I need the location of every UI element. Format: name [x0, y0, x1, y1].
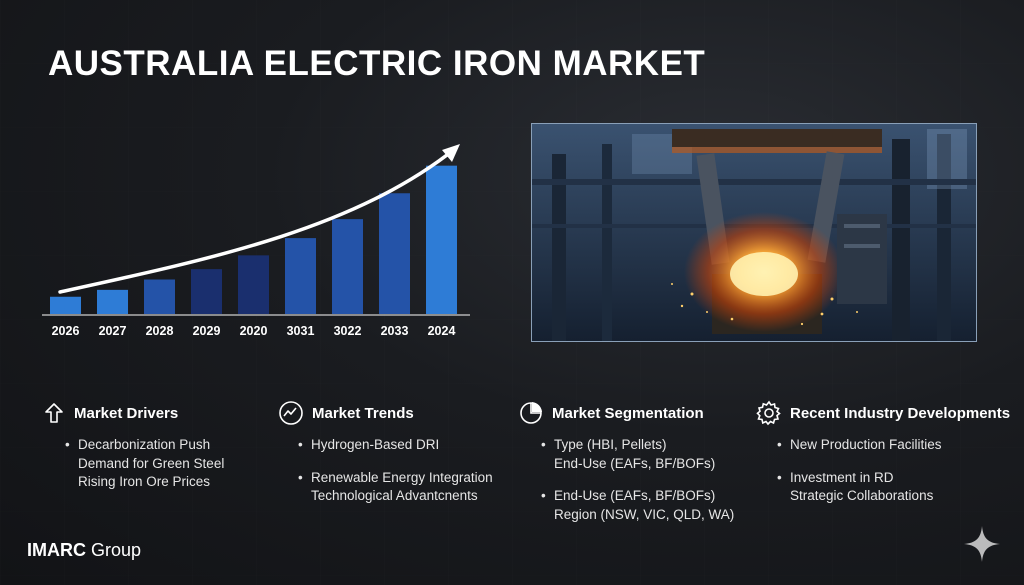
- x-tick-label: 2033: [381, 324, 409, 338]
- page-title: AUSTRALIA ELECTRIC IRON MARKET: [48, 44, 706, 83]
- section-market-trends: Market Trends Hydrogen-Based DRI Renewab…: [278, 398, 508, 520]
- x-tick-label: 2029: [193, 324, 221, 338]
- section-market-drivers: Market Drivers Decarbonization Push Dema…: [42, 398, 252, 506]
- list-item: Decarbonization Push Demand for Green St…: [62, 436, 252, 492]
- chart-bar: [97, 289, 128, 314]
- list-item: Investment in RD Strategic Collaboration…: [774, 469, 1018, 506]
- bar-chart: 2026 2027 2028 2029 2020 3031 3022 2033 2024: [42, 144, 470, 338]
- chart-bar: [426, 165, 457, 314]
- list-item: Type (HBI, Pellets) End-Use (EAFs, BF/BO…: [538, 436, 753, 473]
- arrow-up-icon: [45, 403, 63, 423]
- x-tick-label: 2020: [240, 324, 268, 338]
- section-market-segmentation: Market Segmentation Type (HBI, Pellets) …: [518, 398, 753, 538]
- chart-bar: [191, 269, 222, 314]
- list-item: End-Use (EAFs, BF/BOFs) Region (NSW, VIC…: [538, 487, 753, 524]
- x-tick-label: 2024: [428, 324, 456, 338]
- gear-icon: [756, 400, 781, 426]
- chart-bar: [238, 255, 269, 314]
- pie-chart-icon: [520, 402, 542, 424]
- sparkle-icon: [964, 526, 1000, 562]
- trend-arrow-head: [442, 144, 460, 162]
- section-title: Market Segmentation: [552, 404, 704, 422]
- section-title: Recent Industry Developments: [790, 404, 1011, 422]
- chart-bar: [144, 279, 175, 314]
- x-tick-label: 3031: [287, 324, 315, 338]
- chart-bar: [285, 238, 316, 314]
- x-tick-label: 2028: [146, 324, 174, 338]
- trend-chart-icon: [279, 401, 303, 425]
- steel-furnace-photo: [531, 123, 977, 342]
- list-item: Hydrogen-Based DRI: [295, 436, 508, 455]
- section-title: Market Trends: [312, 404, 414, 422]
- chart-bar: [379, 193, 410, 314]
- x-tick-label: 2026: [52, 324, 80, 338]
- x-tick-label: 3022: [334, 324, 362, 338]
- section-title: Market Drivers: [74, 404, 179, 422]
- x-tick-label: 2027: [99, 324, 127, 338]
- trend-arrow-line: [58, 146, 458, 294]
- list-item: New Production Facilities: [774, 436, 1018, 455]
- info-sections: Market Drivers Decarbonization Push Dema…: [0, 398, 1024, 528]
- imarc-logo: IMARC Group: [27, 540, 142, 560]
- section-recent-developments: Recent Industry Developments New Product…: [756, 398, 1018, 520]
- chart-bar: [50, 296, 81, 314]
- chart-bar: [332, 219, 363, 314]
- list-item: Renewable Energy Integration Technologic…: [295, 469, 508, 506]
